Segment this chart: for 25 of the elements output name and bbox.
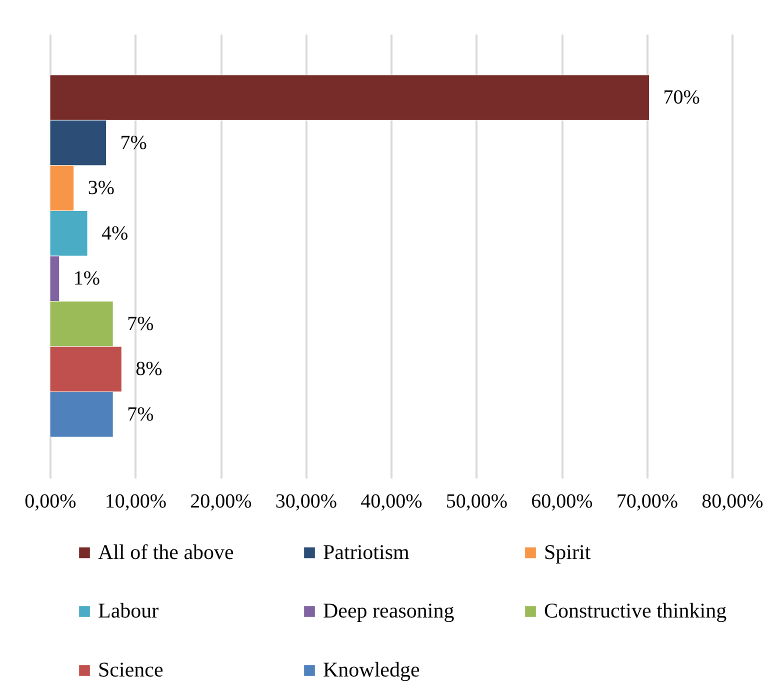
x-tick-label: 10,00% <box>104 490 167 512</box>
legend-label: Labour <box>98 598 159 622</box>
x-tick-label: 0,00% <box>24 490 76 512</box>
data-label: 3% <box>88 177 115 200</box>
legend-label: Patriotism <box>323 540 410 564</box>
legend-label: Constructive thinking <box>544 598 728 622</box>
data-label: 7% <box>120 132 147 154</box>
x-tick-label: 50,00% <box>446 490 508 512</box>
legend-label: All of the above <box>98 540 234 564</box>
data-label: 7% <box>127 403 154 426</box>
x-tick-label: 30,00% <box>275 490 338 512</box>
data-label: 70% <box>663 86 700 109</box>
data-label: 7% <box>127 312 154 335</box>
legend-label: Deep reasoning <box>323 598 455 622</box>
x-tick-label: 80,00% <box>702 490 764 512</box>
legend-label: Knowledge <box>323 658 420 682</box>
x-tick-label: 60,00% <box>531 490 593 512</box>
x-tick-label: 20,00% <box>190 490 252 512</box>
legend-label: Science <box>98 658 164 682</box>
x-tick-label: 40,00% <box>360 490 422 512</box>
legend-label: Spirit <box>544 540 591 564</box>
x-tick-label: 70,00% <box>616 490 678 512</box>
data-label: 1% <box>73 268 100 290</box>
data-label: 4% <box>102 222 128 244</box>
data-label: 8% <box>136 358 162 380</box>
